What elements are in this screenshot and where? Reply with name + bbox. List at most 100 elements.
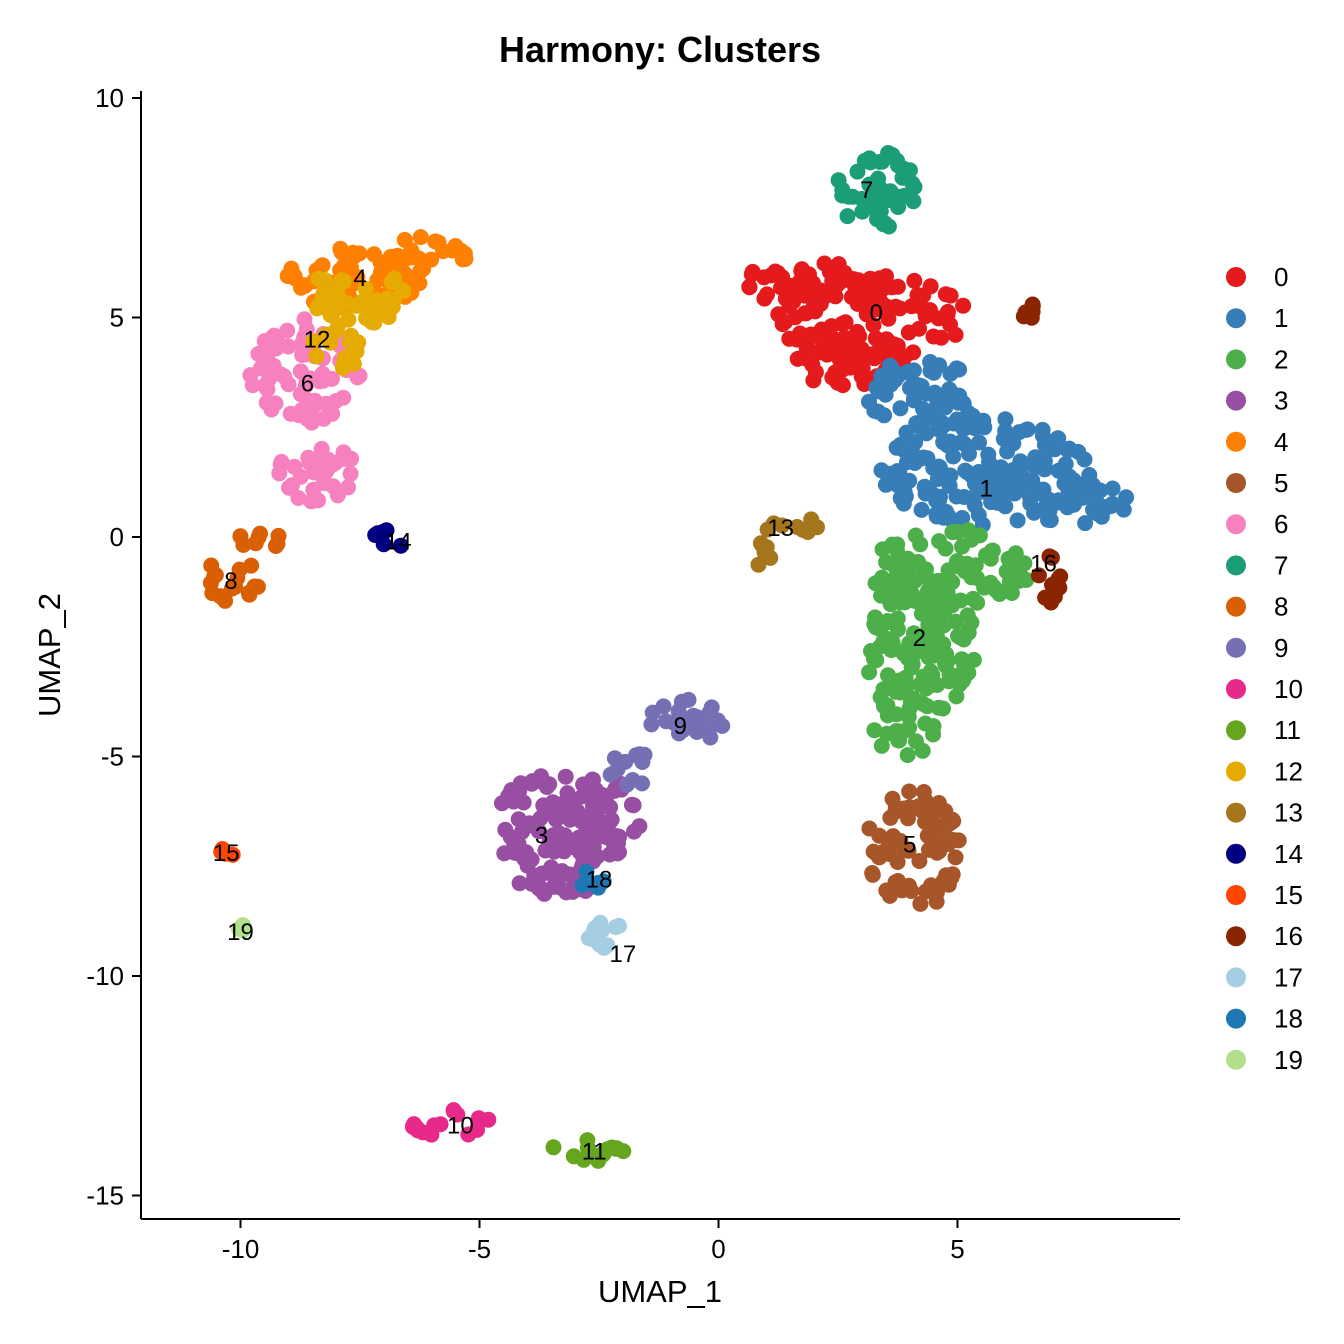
point — [972, 483, 989, 500]
point — [702, 729, 719, 746]
y-ticks: -15 -10 -5 0 5 10 — [86, 83, 141, 1211]
legend-swatch — [1226, 637, 1246, 658]
point — [259, 381, 276, 398]
cluster-label-5: 5 — [903, 831, 916, 858]
point — [315, 410, 332, 427]
cluster-label-10: 10 — [447, 1112, 474, 1139]
point — [839, 208, 856, 225]
point — [905, 392, 922, 409]
point — [1019, 421, 1036, 438]
point — [977, 464, 994, 481]
point — [308, 348, 325, 365]
point — [510, 811, 527, 828]
point — [643, 716, 660, 733]
point — [937, 540, 954, 557]
point — [889, 873, 906, 889]
point — [290, 490, 307, 506]
legend-label: 12 — [1274, 756, 1303, 786]
point — [945, 832, 962, 848]
point — [213, 842, 230, 859]
point — [955, 297, 972, 314]
cluster-9-points — [602, 691, 731, 793]
legend-swatch — [1226, 720, 1246, 741]
point — [901, 783, 918, 800]
point — [579, 1132, 596, 1149]
point — [793, 263, 810, 280]
cluster-11-points — [545, 1132, 632, 1169]
cluster-label-12: 12 — [304, 327, 331, 354]
point — [1061, 485, 1078, 502]
point — [552, 805, 568, 822]
legend-swatch — [1226, 843, 1246, 864]
point — [878, 725, 895, 742]
cluster-label-16: 16 — [1030, 550, 1057, 577]
point — [950, 628, 966, 644]
point — [947, 849, 964, 866]
point — [809, 519, 825, 536]
x-ticks: -10 -5 0 5 — [222, 1219, 965, 1264]
point — [956, 435, 973, 452]
point — [354, 293, 371, 310]
point — [1002, 483, 1019, 500]
point — [842, 270, 859, 287]
point — [589, 806, 605, 823]
point — [314, 257, 331, 274]
point — [342, 465, 359, 482]
point — [569, 803, 586, 820]
cluster-label-2: 2 — [913, 625, 926, 652]
point — [1057, 456, 1074, 473]
y-tick-label: -5 — [101, 742, 124, 772]
point — [756, 269, 772, 286]
legend-label: 15 — [1274, 880, 1303, 910]
point — [919, 698, 936, 715]
legend-item-2: 2 — [1226, 344, 1288, 374]
point — [1044, 576, 1060, 593]
point — [557, 768, 574, 785]
point — [756, 544, 773, 561]
point — [879, 841, 896, 858]
point — [252, 360, 269, 377]
point — [532, 810, 549, 827]
point — [956, 489, 973, 505]
point — [824, 273, 841, 290]
point — [865, 317, 882, 334]
point — [519, 857, 536, 874]
cluster-label-11: 11 — [582, 1139, 607, 1166]
legend-swatch — [1226, 514, 1246, 535]
cluster-label-19: 19 — [227, 919, 254, 946]
y-tick-label: 10 — [95, 83, 124, 113]
cluster-label-6: 6 — [301, 370, 314, 397]
legend-item-0: 0 — [1226, 262, 1288, 292]
point — [787, 309, 804, 326]
point — [931, 459, 948, 476]
point — [877, 630, 894, 647]
legend-swatch — [1226, 761, 1246, 782]
point — [445, 1103, 462, 1120]
point — [508, 839, 525, 856]
point — [982, 550, 999, 567]
point — [392, 537, 409, 554]
point — [472, 1113, 488, 1130]
point — [574, 877, 591, 894]
point — [948, 360, 965, 377]
point — [998, 563, 1015, 580]
point — [538, 779, 555, 795]
point — [849, 163, 866, 180]
point — [584, 931, 601, 948]
point — [867, 575, 884, 592]
point — [924, 667, 941, 684]
point — [870, 170, 887, 187]
point — [279, 322, 296, 339]
legend-item-1: 1 — [1226, 303, 1288, 333]
point — [393, 282, 410, 299]
point — [1005, 435, 1022, 452]
point — [330, 317, 347, 334]
point — [1009, 512, 1026, 529]
point — [991, 583, 1008, 600]
cluster-label-7: 7 — [860, 177, 873, 204]
cluster-16-points — [1015, 296, 1069, 611]
point — [585, 836, 602, 853]
legend-label: 14 — [1274, 839, 1303, 869]
point — [1041, 502, 1058, 519]
